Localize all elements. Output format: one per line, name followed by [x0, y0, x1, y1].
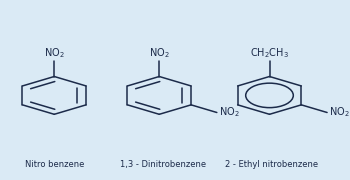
Text: NO$_2$: NO$_2$ [329, 106, 349, 119]
Text: NO$_2$: NO$_2$ [149, 46, 169, 60]
Text: CH$_2$CH$_3$: CH$_2$CH$_3$ [250, 46, 289, 60]
Text: NO$_2$: NO$_2$ [219, 106, 239, 119]
Text: NO$_2$: NO$_2$ [44, 46, 64, 60]
Text: 2 - Ethyl nitrobenzene: 2 - Ethyl nitrobenzene [225, 160, 318, 169]
Text: Nitro benzene: Nitro benzene [25, 160, 84, 169]
Text: 1,3 - Dinitrobenzene: 1,3 - Dinitrobenzene [120, 160, 206, 169]
